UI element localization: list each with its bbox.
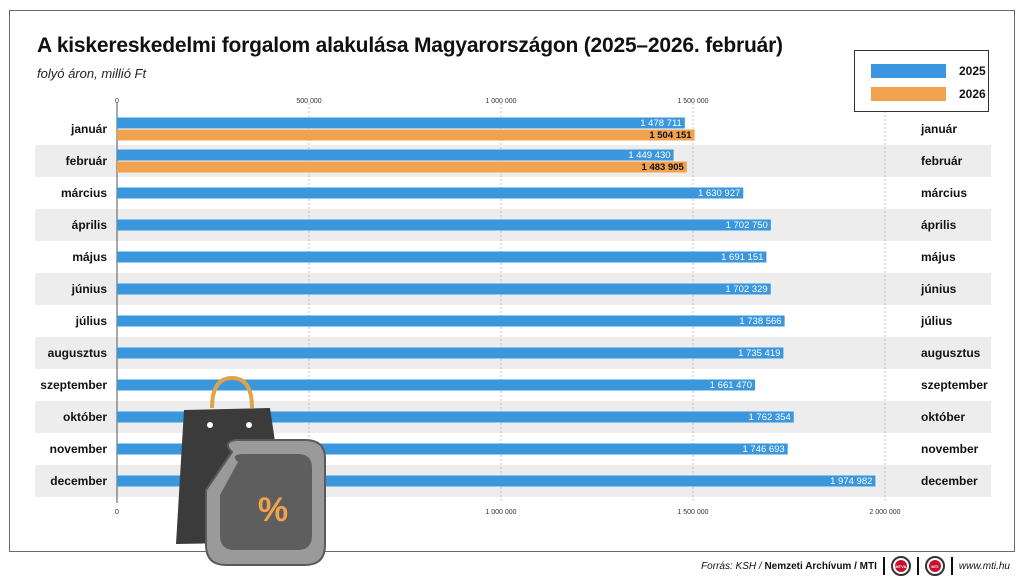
category-label-left: július bbox=[75, 314, 108, 328]
data-label-2025: 1 735 419 bbox=[738, 348, 780, 359]
tick-label-bottom: 0 bbox=[115, 509, 119, 516]
category-label-left: augusztus bbox=[48, 346, 108, 360]
source-bold: Nemzeti Archívum / MTI bbox=[764, 560, 877, 572]
data-label-2025: 1 630 927 bbox=[698, 188, 740, 199]
category-label-left: november bbox=[50, 442, 108, 456]
category-label-right: július bbox=[920, 314, 953, 328]
tick-label-top: 1 500 000 bbox=[677, 98, 708, 105]
bar-2025 bbox=[117, 347, 784, 359]
bag-hole bbox=[246, 422, 252, 428]
bar-2025 bbox=[117, 219, 771, 231]
bar-2025 bbox=[117, 283, 771, 295]
data-label-2026: 1 483 905 bbox=[642, 162, 685, 173]
legend-swatch-2025 bbox=[871, 64, 946, 78]
source-credit: Forrás: KSH / Nemzeti Archívum / MTI bbox=[701, 561, 877, 572]
data-label-2025: 1 661 470 bbox=[710, 380, 752, 391]
category-label-left: június bbox=[71, 282, 108, 296]
category-label-right: május bbox=[921, 250, 956, 264]
category-label-right: március bbox=[921, 186, 967, 200]
tick-label-bottom: 2 000 000 bbox=[869, 509, 900, 516]
category-label-right: október bbox=[921, 410, 965, 424]
bar-2025 bbox=[117, 251, 767, 263]
category-label-left: március bbox=[61, 186, 107, 200]
mti-logo-icon: MTI bbox=[924, 556, 945, 576]
source-prefix: Forrás: KSH / bbox=[701, 560, 765, 572]
data-label-2025: 1 738 566 bbox=[739, 316, 781, 327]
category-label-right: augusztus bbox=[921, 346, 981, 360]
discount-tag-inner bbox=[220, 454, 312, 550]
shopping-bag-discount-icon: % bbox=[176, 375, 326, 566]
chart-subtitle: folyó áron, millió Ft bbox=[37, 66, 147, 81]
legend-label-2026: 2026 bbox=[959, 87, 986, 101]
bar-2025 bbox=[117, 443, 788, 455]
category-label-right: november bbox=[921, 442, 979, 456]
chart-title: A kiskereskedelmi forgalom alakulása Mag… bbox=[37, 34, 783, 57]
category-label-left: december bbox=[50, 474, 107, 488]
footer-divider bbox=[950, 557, 953, 575]
bar-2025 bbox=[117, 379, 756, 391]
data-label-2025: 1 691 151 bbox=[721, 252, 763, 263]
data-label-2025: 1 702 750 bbox=[726, 220, 768, 231]
bar-2025 bbox=[117, 187, 744, 199]
category-label-left: október bbox=[63, 410, 107, 424]
bar-2025 bbox=[117, 411, 794, 423]
bar-2025 bbox=[117, 149, 674, 161]
tick-label-top: 0 bbox=[115, 98, 119, 105]
category-label-right: április bbox=[921, 218, 957, 232]
footer-divider bbox=[916, 557, 919, 575]
tick-label-bottom: 1 500 000 bbox=[677, 509, 708, 516]
category-label-left: január bbox=[70, 122, 107, 136]
bar-2026 bbox=[117, 161, 687, 173]
data-label-2025: 1 746 693 bbox=[742, 444, 784, 455]
category-label-left: február bbox=[66, 154, 108, 168]
category-label-left: május bbox=[72, 250, 107, 264]
bar-2025 bbox=[117, 315, 785, 327]
data-label-2025: 1 762 354 bbox=[748, 412, 790, 423]
category-label-right: január bbox=[920, 122, 957, 136]
data-label-2025: 1 449 430 bbox=[628, 150, 670, 161]
mtva-logo-icon: MTVA bbox=[890, 556, 911, 576]
bag-handle bbox=[210, 375, 254, 409]
bag-hole bbox=[207, 422, 213, 428]
footer-divider bbox=[882, 557, 885, 575]
category-label-right: december bbox=[921, 474, 978, 488]
bar-2026 bbox=[117, 129, 695, 141]
tick-label-bottom: 1 000 000 bbox=[485, 509, 516, 516]
data-label-2025: 1 478 711 bbox=[640, 118, 682, 129]
tick-label-top: 500 000 bbox=[296, 98, 321, 105]
legend-label-2025: 2025 bbox=[959, 64, 986, 78]
legend: 2025 2026 bbox=[854, 50, 989, 112]
bar-2025 bbox=[117, 117, 685, 129]
category-label-right: szeptember bbox=[921, 378, 988, 392]
category-label-right: február bbox=[921, 154, 963, 168]
category-label-left: szeptember bbox=[40, 378, 107, 392]
tick-label-top: 1 000 000 bbox=[485, 98, 516, 105]
footer: Forrás: KSH / Nemzeti Archívum / MTI MTV… bbox=[701, 556, 1010, 576]
category-label-left: április bbox=[72, 218, 108, 232]
percent-icon: % bbox=[258, 491, 288, 529]
site-url: www.mti.hu bbox=[958, 560, 1010, 572]
data-label-2025: 1 702 329 bbox=[725, 284, 767, 295]
data-label-2026: 1 504 151 bbox=[649, 130, 692, 141]
category-label-right: június bbox=[920, 282, 957, 296]
bar-2025 bbox=[117, 475, 876, 487]
data-label-2025: 1 974 982 bbox=[830, 476, 872, 487]
legend-swatch-2026 bbox=[871, 87, 946, 101]
